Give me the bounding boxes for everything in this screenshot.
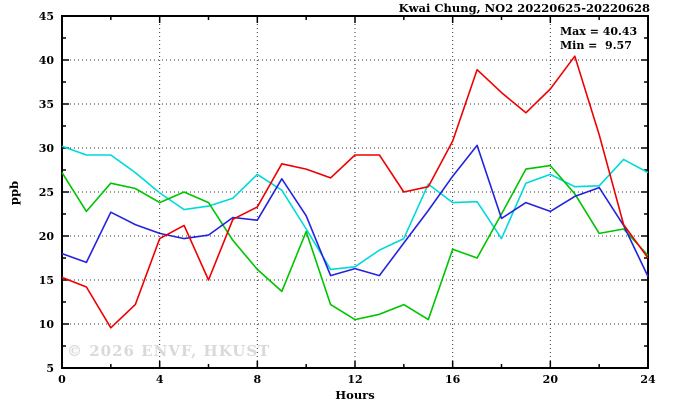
chart-title: Kwai Chung, NO2 20220625-20220628 bbox=[398, 1, 650, 15]
y-tick-label: 45 bbox=[39, 10, 54, 23]
x-tick-label: 4 bbox=[156, 373, 164, 386]
x-tick-label: 16 bbox=[445, 373, 461, 386]
max-min-annotation: Max = 40.43 Min = 9.57 bbox=[560, 25, 637, 53]
x-tick-label: 24 bbox=[640, 373, 656, 386]
y-tick-label: 15 bbox=[39, 274, 54, 287]
x-tick-label: 12 bbox=[347, 373, 362, 386]
min-value-label: Min = 9.57 bbox=[560, 39, 632, 52]
y-tick-label: 40 bbox=[39, 54, 55, 67]
max-value-label: Max = 40.43 bbox=[560, 25, 638, 38]
y-tick-label: 35 bbox=[39, 98, 54, 111]
y-tick-label: 20 bbox=[39, 230, 55, 243]
y-tick-label: 25 bbox=[39, 186, 54, 199]
watermark: © 2026 ENVF, HKUST bbox=[67, 342, 271, 360]
series-line-green bbox=[61, 164, 649, 321]
series-line-cyan bbox=[61, 145, 649, 271]
x-tick-label: 8 bbox=[254, 373, 262, 386]
y-axis-label: ppb bbox=[7, 180, 21, 206]
series-line-blue bbox=[61, 144, 649, 277]
series-line-red bbox=[61, 55, 649, 329]
y-tick-label: 10 bbox=[39, 318, 55, 331]
x-axis-label: Hours bbox=[335, 388, 375, 402]
y-tick-label: 5 bbox=[46, 362, 54, 375]
y-tick-label: 30 bbox=[39, 142, 55, 155]
x-tick-label: 20 bbox=[543, 373, 559, 386]
x-tick-label: 0 bbox=[58, 373, 66, 386]
